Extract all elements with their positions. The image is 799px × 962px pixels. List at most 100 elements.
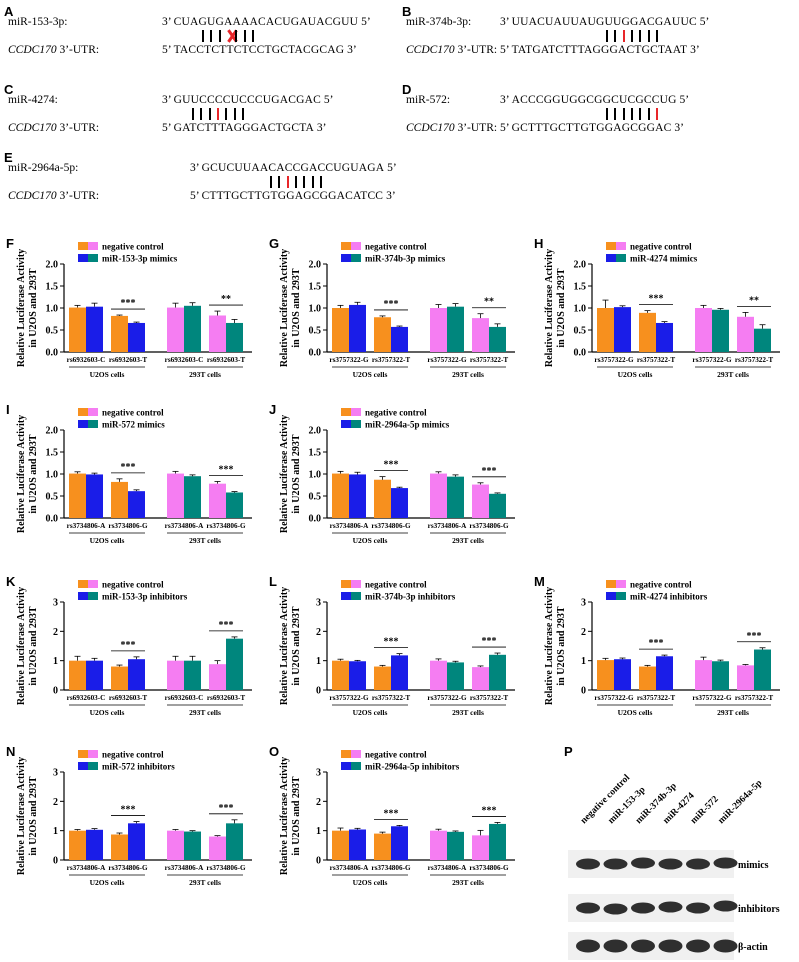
pair-mark	[319, 176, 322, 188]
band	[686, 902, 710, 914]
group-label: U2OS cells	[618, 708, 653, 717]
significance-label: **	[749, 295, 759, 306]
group-label: 293T cells	[189, 370, 221, 379]
bar	[111, 666, 128, 690]
y-tick-label: 1	[316, 656, 321, 667]
bar	[374, 833, 391, 860]
bar	[472, 835, 489, 860]
mirna-left-end: 3’	[162, 16, 174, 28]
gene-name: CCDC170	[8, 122, 57, 134]
significance-label: ***	[649, 638, 664, 649]
y-tick-label: 0.0	[46, 348, 59, 359]
pair-mark	[235, 30, 238, 42]
x-tick-label: rs3757322-T	[637, 356, 676, 364]
bar-chart-n: 0 1 2 3 Relative Luciferase Activityin U2OS …	[16, 750, 252, 887]
pair-mark	[639, 108, 642, 120]
bar	[597, 308, 614, 352]
y-tick-label: 1.5	[46, 282, 59, 293]
significance-label: **	[221, 294, 231, 305]
y-tick-label: 0	[581, 686, 586, 697]
bar	[391, 326, 408, 352]
bar	[754, 328, 771, 352]
legend-entry: miR-374b-3p inhibitors	[365, 592, 456, 602]
y-axis-label-line: Relative Luciferase Activity	[544, 249, 555, 367]
panel-letter-N: N	[6, 744, 16, 759]
mirna-right-end: 5’	[384, 162, 397, 174]
legend-entry: negative control	[102, 408, 164, 418]
utr-sequence: GATCTTTAGGGACTGCTA	[173, 122, 314, 134]
significance-label: ***	[219, 620, 234, 631]
panel-letter-F: F	[6, 236, 14, 251]
x-tick-label: rs3734806-G	[108, 522, 148, 530]
bar	[489, 493, 506, 518]
bar	[167, 830, 184, 860]
y-tick-label: 1.5	[574, 282, 587, 293]
mirna-left-end: 3’	[500, 94, 512, 106]
y-axis-label: Relative Luciferase Activityin U2OS and …	[279, 249, 302, 367]
y-tick-label: 0	[53, 856, 58, 867]
band	[686, 858, 710, 870]
bar	[430, 308, 447, 352]
panel-letter-D: D	[402, 82, 412, 97]
legend-entry: miR-4274 mimics	[630, 254, 698, 264]
y-tick-label: 1	[53, 826, 58, 837]
utr-label: 3’-UTR:	[454, 122, 498, 134]
x-tick-label: rs6932603-T	[207, 356, 246, 364]
group-label: U2OS cells	[618, 370, 653, 379]
legend-swatch	[78, 762, 88, 770]
x-tick-label: rs6932603-C	[67, 694, 106, 702]
y-tick-label: 0.0	[46, 514, 59, 525]
x-tick-label: rs3734806-A	[67, 864, 107, 872]
pair-mark	[200, 108, 203, 120]
utr-right-end: 3’	[344, 44, 357, 56]
legend-swatch	[616, 254, 626, 262]
significance-label: ***	[219, 464, 234, 475]
mirna-sequence: CUAGUGAAAACACUGAUACGUU	[173, 16, 359, 28]
pair-mark	[622, 108, 625, 120]
pair-mark	[311, 176, 314, 188]
legend-entry: miR-572 mimics	[102, 420, 165, 430]
bar	[447, 306, 464, 352]
legend-swatch	[351, 580, 361, 588]
legend-swatch	[351, 420, 361, 428]
bar	[597, 660, 614, 690]
bar	[374, 317, 391, 352]
legend-swatch	[88, 242, 98, 250]
utr-label: 3’-UTR:	[56, 44, 100, 56]
legend-entry: miR-572 inhibitors	[102, 762, 175, 772]
pair-mark	[614, 30, 617, 42]
pair-mark	[606, 30, 608, 42]
legend-swatch	[351, 242, 361, 250]
band	[686, 939, 710, 953]
mirna-sequence: GUUCCCCUCCCUGACGAC	[173, 94, 321, 106]
mirna-right-end: 5’	[358, 16, 371, 28]
bar	[754, 649, 771, 690]
y-axis-label-line: Relative Luciferase Activity	[279, 249, 290, 367]
group-label: 293T cells	[717, 370, 749, 379]
y-tick-label: 1.5	[46, 448, 59, 459]
significance-label: ***	[384, 460, 399, 471]
utr-label: 3’-UTR:	[56, 190, 100, 202]
y-tick-label: 3	[581, 598, 586, 609]
x-tick-label: rs3757322-G	[329, 694, 369, 702]
y-axis-label-line: Relative Luciferase Activity	[16, 587, 27, 705]
utr-row: CCDC170 3’-UTR: 5’ GATCTTTAGGGACTGCTA 3’	[8, 122, 326, 134]
legend-swatch	[351, 254, 361, 262]
panel-letter-A: A	[4, 4, 14, 19]
significance-label: ***	[384, 808, 399, 819]
x-tick-label: rs3734806-G	[206, 864, 246, 872]
legend-swatch	[341, 580, 351, 588]
y-tick-label: 2	[316, 627, 321, 638]
y-axis-label-line: in U2OS and 293T	[291, 268, 302, 348]
bar	[111, 834, 128, 860]
bar	[656, 656, 673, 690]
bar	[167, 307, 184, 352]
x-tick-label: rs6932603-C	[67, 356, 106, 364]
western-blot: negative controlmiR-153-3pmiR-374b-3pmiR…	[568, 773, 780, 960]
y-tick-label: 0.5	[309, 492, 322, 503]
y-axis-label: Relative Luciferase Activityin U2OS and …	[279, 757, 302, 875]
bar	[695, 308, 712, 352]
band	[631, 939, 655, 953]
mirna-row: miR-4274: 3’ GUUCCCCUCCCUGACGAC 5’	[8, 94, 333, 106]
